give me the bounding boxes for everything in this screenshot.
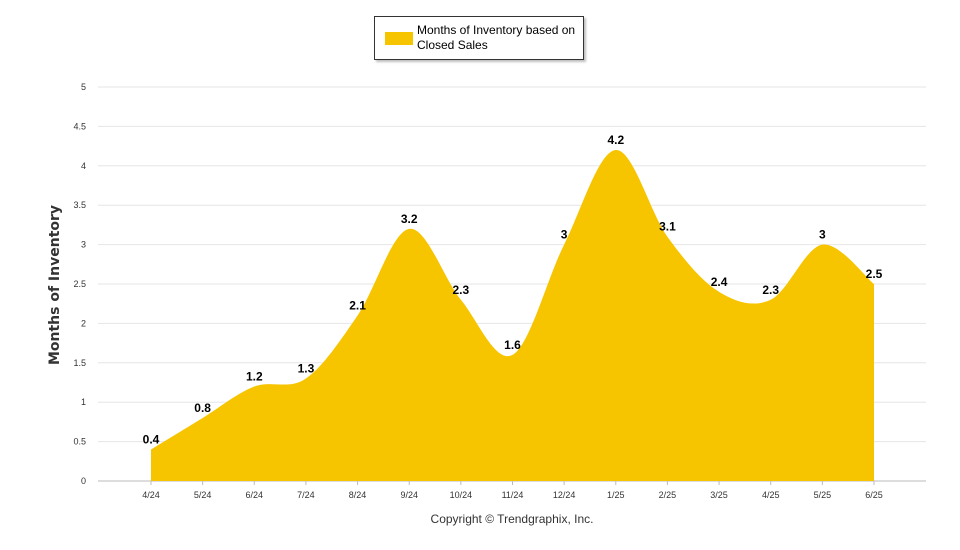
x-tick-label: 11/24	[502, 490, 524, 500]
data-label: 3.1	[659, 220, 676, 234]
x-tick-label: 9/24	[400, 490, 418, 500]
x-tick-label: 1/25	[607, 490, 625, 500]
data-label: 2.1	[349, 299, 366, 313]
y-tick-label: 3	[81, 240, 86, 250]
x-tick-label: 3/25	[710, 490, 728, 500]
data-labels: 0.4 0.8 1.2 1.3 2.1 3.2 2.3 1.6 3 4.2 3.1 2.4 2.3 3 2.…	[143, 133, 883, 446]
y-tick-label: 1	[81, 397, 86, 407]
legend-swatch	[385, 32, 413, 45]
y-axis-label: Months of Inventory	[47, 205, 63, 365]
y-tick-label: 2.5	[73, 279, 86, 289]
data-label: 1.3	[298, 362, 315, 376]
y-tick-label: 3.5	[73, 200, 86, 210]
data-label: 2.5	[866, 267, 883, 281]
copyright-credit: Copyright © Trendgraphix, Inc.	[430, 512, 594, 526]
y-tick-label: 5	[81, 82, 86, 92]
x-tick-label: 4/24	[142, 490, 160, 500]
y-tick-label: 4	[81, 161, 86, 171]
x-tick-label: 4/25	[762, 490, 780, 500]
data-label: 2.4	[711, 275, 728, 289]
data-label: 2.3	[762, 283, 779, 297]
x-tick-label: 10/24	[450, 490, 473, 500]
y-tick-label: 1.5	[73, 358, 86, 368]
data-label: 4.2	[607, 133, 624, 147]
data-label: 1.6	[504, 338, 521, 352]
x-tick-label: 6/25	[865, 490, 883, 500]
data-label: 3.2	[401, 212, 418, 226]
data-label: 3	[819, 228, 826, 242]
data-label: 3	[561, 228, 568, 242]
y-axis-ticks: 0 0.5 1 1.5 2 2.5 3 3.5 4 4.5 5	[73, 82, 86, 486]
x-tick-label: 5/25	[814, 490, 832, 500]
y-tick-label: 0.5	[73, 437, 86, 447]
legend-label: Months of Inventory based on Closed Sale…	[417, 23, 576, 52]
x-tick-label: 8/24	[349, 490, 367, 500]
data-label: 0.4	[143, 432, 160, 446]
area-series	[151, 150, 874, 481]
y-tick-label: 4.5	[73, 121, 86, 131]
y-tick-label: 0	[81, 476, 86, 486]
x-tick-label: 2/25	[659, 490, 677, 500]
x-tick-label: 7/24	[297, 490, 315, 500]
y-tick-label: 2	[81, 318, 86, 328]
data-label: 0.8	[194, 401, 211, 415]
data-label: 2.3	[453, 283, 470, 297]
x-tick-label: 12/24	[553, 490, 576, 500]
legend: Months of Inventory based on Closed Sale…	[374, 16, 584, 60]
x-axis-ticks: 4/24 5/24 6/24 7/24 8/24 9/24 10/24 11/24 12/24 1…	[142, 481, 883, 500]
data-label: 1.2	[246, 369, 263, 383]
x-tick-label: 6/24	[246, 490, 264, 500]
x-tick-label: 5/24	[194, 490, 212, 500]
